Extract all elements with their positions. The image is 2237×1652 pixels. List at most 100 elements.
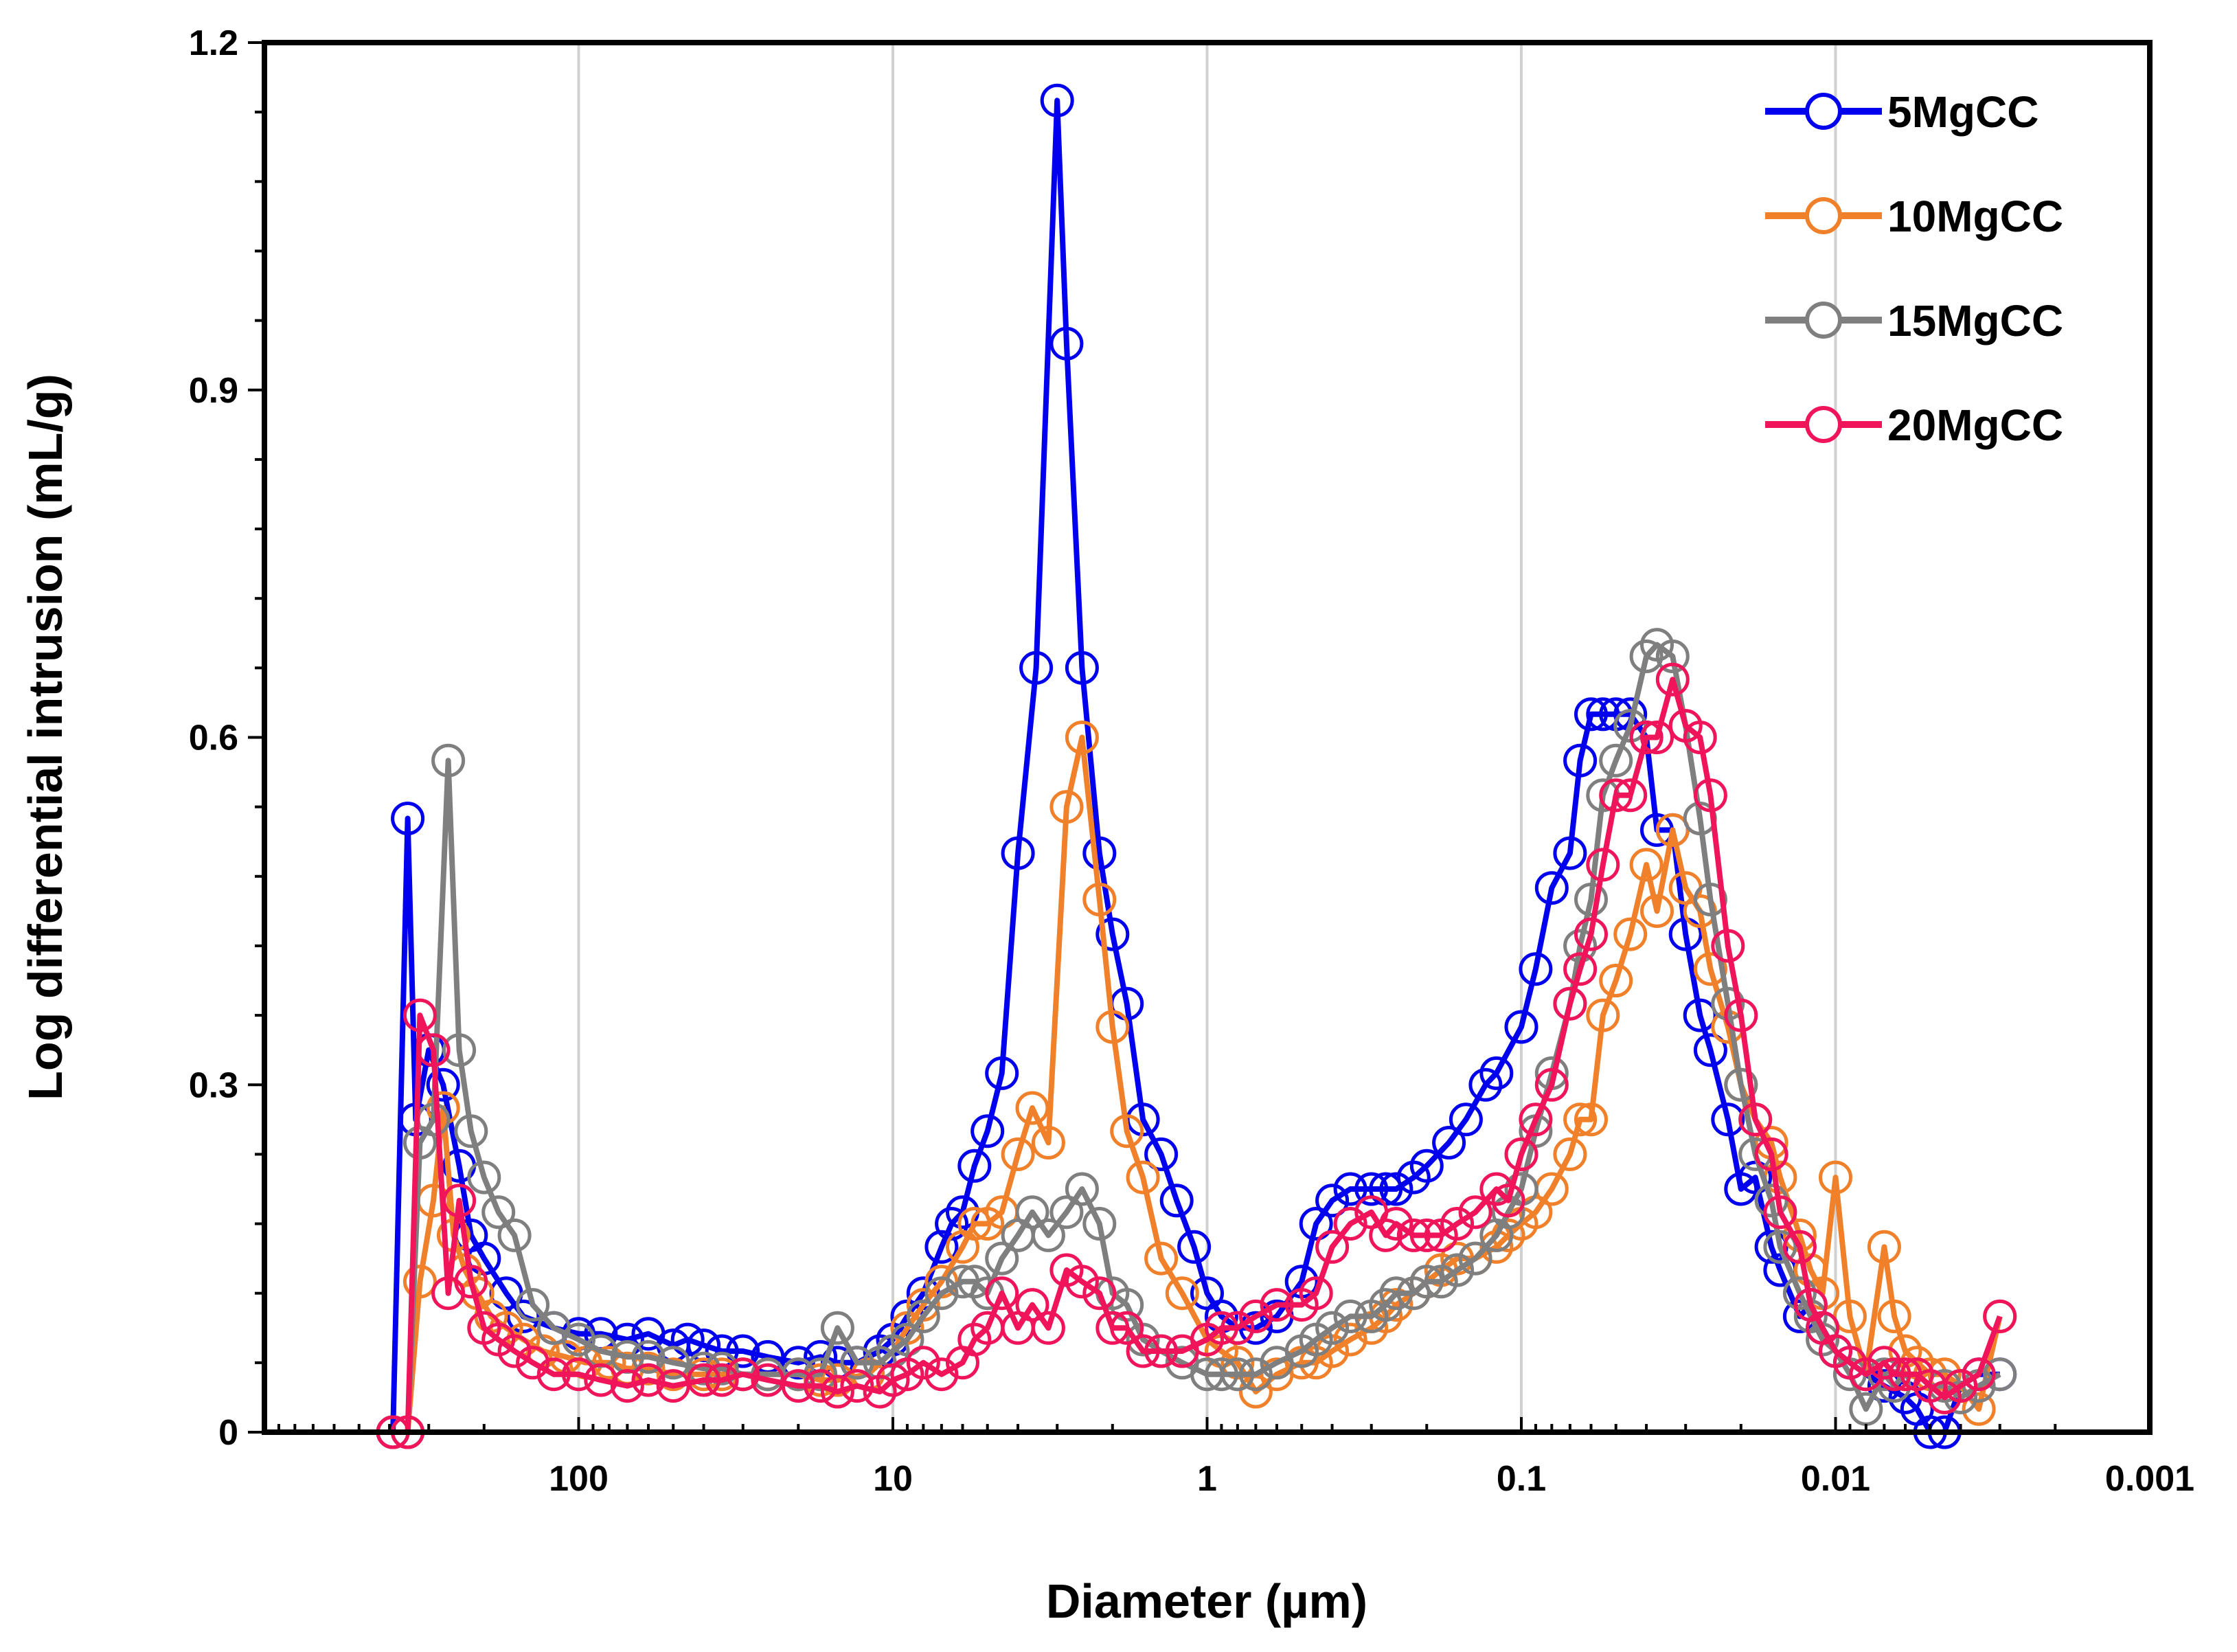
- data-point: [1877, 1299, 1911, 1333]
- data-point: [1095, 1311, 1130, 1345]
- data-point: [1877, 1357, 1911, 1392]
- data-point: [957, 1207, 992, 1241]
- legend-label: 5MgCC: [1887, 87, 2039, 137]
- data-point: [1534, 1067, 1569, 1102]
- data-point: [820, 1311, 854, 1345]
- data-point: [1491, 1184, 1525, 1218]
- data-point: [1315, 1230, 1350, 1264]
- data-point: [1711, 929, 1745, 963]
- legend-marker: [1805, 302, 1842, 339]
- data-point: [506, 1299, 541, 1333]
- data-point: [516, 1346, 550, 1380]
- series-line-20mgcc: [393, 677, 2003, 1435]
- data-point: [1440, 1207, 1475, 1241]
- data-point: [906, 1346, 940, 1380]
- data-point: [1468, 1067, 1503, 1102]
- data-point: [985, 1241, 1019, 1276]
- data-point: [1144, 1137, 1179, 1171]
- data-point: [1396, 1218, 1431, 1252]
- data-point: [1962, 1357, 1996, 1392]
- data-point: [1586, 848, 1620, 882]
- data-point: [1458, 1241, 1492, 1276]
- data-point: [1110, 1311, 1144, 1345]
- data-point: [804, 1369, 838, 1403]
- data-point: [1065, 1172, 1099, 1206]
- data-point: [1519, 952, 1553, 986]
- series-layer: [376, 83, 2017, 1449]
- data-point: [781, 1369, 815, 1403]
- data-point: [1693, 778, 1727, 813]
- data-point: [610, 1369, 644, 1403]
- data-point: [1693, 1033, 1727, 1067]
- y-tick-label: 0.9: [189, 371, 238, 411]
- data-point: [1379, 1172, 1413, 1206]
- data-point: [1944, 1369, 1978, 1403]
- legend-item-5mgcc: 5MgCC: [1765, 87, 2039, 137]
- data-point: [516, 1288, 550, 1322]
- data-point: [1629, 721, 1663, 754]
- data-point: [1655, 813, 1690, 847]
- data-point: [562, 1357, 595, 1392]
- data-point: [1782, 1230, 1817, 1264]
- data-point: [1763, 1195, 1797, 1230]
- data-point: [1574, 1102, 1608, 1137]
- data-point: [1144, 1334, 1179, 1368]
- x-tick-label: 1: [1197, 1459, 1217, 1499]
- data-point: [1574, 697, 1608, 732]
- data-point: [1867, 1230, 1901, 1264]
- data-point: [1015, 1195, 1049, 1230]
- data-point: [1867, 1346, 1901, 1380]
- data-point: [876, 1363, 910, 1397]
- data-point: [426, 1091, 460, 1125]
- data-point: [985, 1056, 1019, 1090]
- data-point: [705, 1351, 739, 1385]
- data-point: [402, 1265, 437, 1299]
- data-point: [1574, 883, 1608, 916]
- data-point: [1409, 1265, 1444, 1299]
- data-point: [1110, 1114, 1144, 1149]
- data-point: [1049, 790, 1084, 824]
- data-point: [1379, 1276, 1413, 1311]
- data-point: [1640, 894, 1674, 928]
- data-point: [631, 1351, 666, 1385]
- data-point: [1019, 650, 1054, 685]
- data-point: [840, 1346, 874, 1380]
- data-point: [1159, 1184, 1194, 1218]
- data-point: [1586, 998, 1620, 1032]
- data-point: [1409, 1218, 1444, 1252]
- data-point: [1260, 1288, 1294, 1322]
- data-point: [1553, 986, 1587, 1021]
- data-point: [402, 998, 437, 1032]
- y-tick-label: 0.3: [189, 1065, 238, 1105]
- data-point: [1409, 1149, 1444, 1183]
- data-point: [1819, 1160, 1852, 1195]
- data-point: [890, 1322, 924, 1357]
- data-point: [1126, 1334, 1160, 1368]
- data-point: [1563, 1102, 1598, 1137]
- data-point: [1165, 1276, 1199, 1311]
- data-point: [1867, 1369, 1901, 1403]
- data-point: [1629, 640, 1663, 673]
- data-point: [1432, 1126, 1466, 1159]
- data-point: [1220, 1357, 1255, 1392]
- data-point: [1553, 836, 1587, 870]
- data-point: [1655, 640, 1690, 673]
- data-point: [1479, 1056, 1514, 1090]
- data-point: [840, 1369, 874, 1403]
- legend-label: 15MgCC: [1887, 296, 2063, 346]
- data-point: [1315, 1184, 1350, 1218]
- data-point: [1369, 1218, 1403, 1252]
- data-point: [1095, 917, 1130, 951]
- data-point: [1563, 952, 1598, 986]
- data-point: [1983, 1299, 2017, 1333]
- data-point: [1683, 721, 1717, 754]
- data-point: [985, 1276, 1019, 1311]
- data-point: [726, 1357, 760, 1392]
- data-point: [481, 1195, 516, 1230]
- data-point: [454, 1265, 488, 1299]
- data-point: [1031, 1218, 1065, 1252]
- data-point: [1655, 662, 1690, 697]
- data-point: [1082, 883, 1117, 916]
- data-point: [1333, 1299, 1367, 1333]
- data-point: [1001, 836, 1035, 870]
